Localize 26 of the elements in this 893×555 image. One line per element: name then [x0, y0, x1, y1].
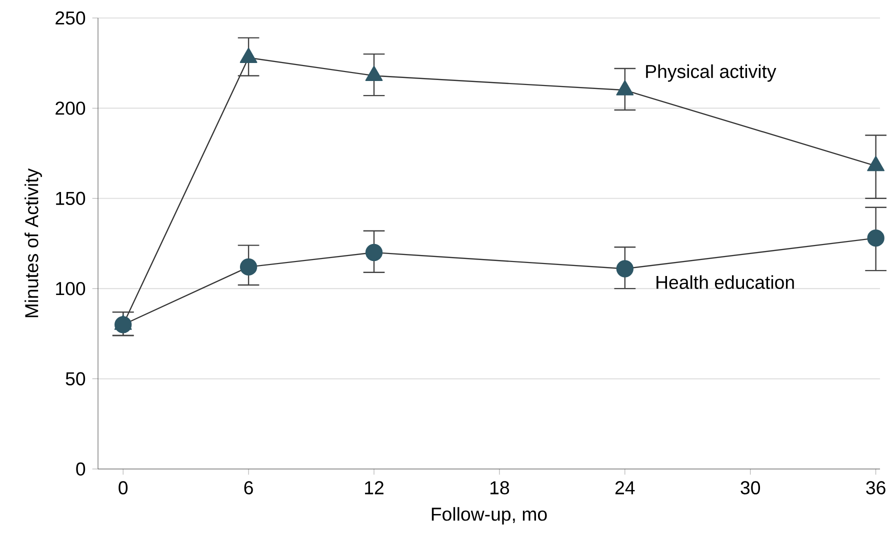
- point: [616, 80, 634, 96]
- x-tick-label: 6: [244, 481, 253, 494]
- x-tick-label: 0: [118, 481, 128, 494]
- x-tick-label: 12: [365, 481, 384, 494]
- x-axis-title: Follow-up, mo: [432, 507, 547, 524]
- x-tick-label: 18: [490, 481, 510, 494]
- point: [365, 66, 383, 81]
- point: [240, 48, 258, 63]
- x-tick-label: 24: [615, 481, 635, 494]
- point: [616, 260, 634, 278]
- series-label: Health education: [656, 275, 794, 289]
- y-axis-title: Minutes of Activity: [24, 168, 42, 318]
- point: [365, 244, 383, 262]
- series-label: Physical activity: [646, 64, 776, 82]
- y-tick-label: 200: [56, 102, 86, 115]
- y-tick-label: 150: [56, 192, 86, 205]
- y-tick-label: 250: [56, 11, 86, 25]
- x-tick-label: 30: [740, 481, 760, 494]
- point: [867, 229, 884, 247]
- point: [114, 316, 132, 334]
- x-tick-label: 36: [866, 481, 886, 494]
- y-tick-label: 100: [56, 282, 86, 296]
- point: [240, 258, 258, 276]
- point: [867, 156, 884, 172]
- y-tick-label: 0: [76, 462, 86, 476]
- y-tick-label: 50: [66, 372, 86, 386]
